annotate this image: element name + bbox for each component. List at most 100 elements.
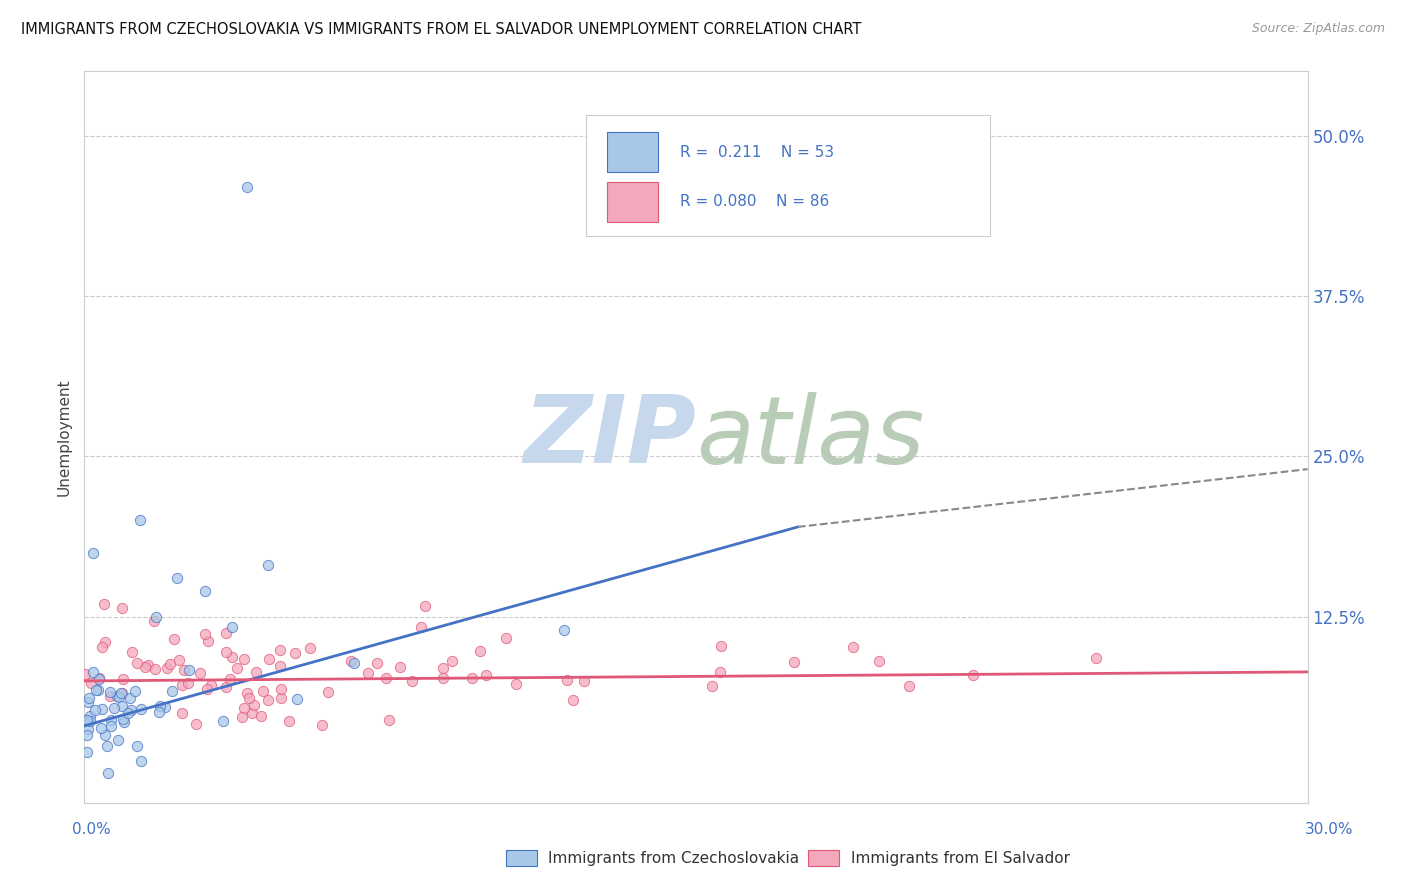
Point <box>257 652 280 666</box>
Point <box>270 690 292 705</box>
Point <box>184 717 207 731</box>
Point <box>214 680 236 694</box>
Point <box>87 683 110 698</box>
Point <box>285 692 308 706</box>
Point <box>233 701 256 715</box>
Point <box>91 640 114 654</box>
Point <box>125 739 148 753</box>
Point <box>783 655 806 669</box>
Point <box>105 689 128 703</box>
Point <box>100 684 122 698</box>
Point <box>163 632 186 647</box>
Point <box>76 714 98 728</box>
Text: R = 0.080    N = 86: R = 0.080 N = 86 <box>681 194 830 210</box>
Point <box>238 690 260 705</box>
Point <box>167 653 190 667</box>
Point <box>710 640 733 654</box>
Point <box>177 676 200 690</box>
Point <box>236 686 259 700</box>
Point <box>173 664 195 678</box>
Point <box>129 755 152 769</box>
Point <box>107 690 129 704</box>
Point <box>112 714 135 729</box>
Point <box>120 691 142 706</box>
Point <box>121 644 143 658</box>
Point <box>574 673 596 688</box>
Point <box>432 661 454 675</box>
Point <box>179 663 201 677</box>
Text: Immigrants from Czechoslovakia: Immigrants from Czechoslovakia <box>548 851 800 865</box>
Point <box>232 652 254 666</box>
Point <box>194 584 217 599</box>
Point <box>269 659 291 673</box>
Text: IMMIGRANTS FROM CZECHOSLOVAKIA VS IMMIGRANTS FROM EL SALVADOR UNEMPLOYMENT CORRE: IMMIGRANTS FROM CZECHOSLOVAKIA VS IMMIGR… <box>21 22 862 37</box>
Point <box>270 681 292 696</box>
Text: 0.0%: 0.0% <box>72 822 111 837</box>
Point <box>76 722 98 736</box>
Point <box>413 599 436 614</box>
Point <box>134 659 156 673</box>
Point <box>97 765 120 780</box>
Y-axis label: Unemployment: Unemployment <box>56 378 72 496</box>
Point <box>374 671 396 685</box>
Point <box>378 713 401 727</box>
Point <box>127 656 149 670</box>
Point <box>245 665 267 680</box>
Point <box>194 626 217 640</box>
Point <box>107 732 129 747</box>
Point <box>702 679 724 693</box>
Point <box>90 702 112 716</box>
Point <box>357 665 380 680</box>
Text: ZIP: ZIP <box>523 391 696 483</box>
Point <box>159 657 181 671</box>
Point <box>160 683 183 698</box>
Point <box>215 626 238 640</box>
Point <box>249 708 271 723</box>
Point <box>149 698 172 713</box>
Point <box>73 666 96 681</box>
Point <box>98 689 121 703</box>
Point <box>868 654 890 668</box>
Point <box>218 672 240 686</box>
Point <box>257 692 280 706</box>
Point <box>156 661 179 675</box>
Point <box>145 662 167 676</box>
Point <box>110 686 132 700</box>
Point <box>298 640 321 655</box>
Text: 30.0%: 30.0% <box>1305 822 1353 837</box>
Point <box>87 671 110 685</box>
Point <box>236 179 259 194</box>
Point <box>90 721 112 735</box>
Point <box>96 739 118 754</box>
Point <box>145 609 167 624</box>
Point <box>94 634 117 648</box>
Point <box>366 656 388 670</box>
Point <box>1084 651 1107 665</box>
Point <box>117 706 139 720</box>
Point <box>389 660 412 674</box>
Point <box>401 674 423 689</box>
Point <box>111 600 134 615</box>
Point <box>93 597 115 611</box>
Point <box>215 645 238 659</box>
Point <box>79 709 101 723</box>
Point <box>103 700 125 714</box>
Point <box>200 678 222 692</box>
Point <box>409 620 432 634</box>
Point <box>79 714 101 729</box>
Point <box>197 634 219 648</box>
Point <box>76 728 98 742</box>
Point <box>172 706 194 720</box>
Point <box>82 545 104 559</box>
Point <box>269 643 291 657</box>
Point <box>153 700 176 714</box>
Point <box>555 673 578 687</box>
Point <box>240 706 263 721</box>
Point <box>441 654 464 668</box>
Text: Immigrants from El Salvador: Immigrants from El Salvador <box>851 851 1070 865</box>
Point <box>212 714 235 729</box>
Point <box>243 698 266 712</box>
Point <box>221 649 243 664</box>
Point <box>962 668 984 682</box>
Point <box>898 679 921 693</box>
